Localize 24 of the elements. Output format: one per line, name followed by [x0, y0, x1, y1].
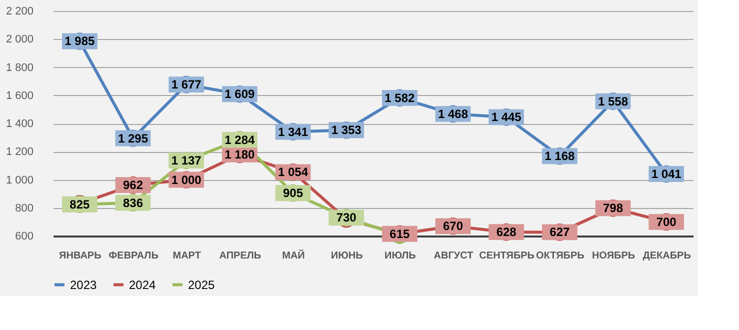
x-tick-label: ДЕКАБРЬ	[642, 250, 691, 262]
y-tick-label: 1 600	[6, 90, 34, 102]
x-tick-label: СЕНТЯБРЬ	[479, 250, 534, 262]
legend-label: 2023	[70, 278, 98, 292]
legend-label: 2024	[129, 278, 156, 292]
y-tick-label: 2 200	[6, 6, 34, 18]
x-tick-label: МАЙ	[282, 248, 305, 262]
y-tick-label: 800	[15, 202, 34, 214]
y-tick-label: 1 200	[6, 146, 34, 158]
y-tick-label: 1 000	[6, 174, 34, 186]
x-tick-label: НОЯБРЬ	[592, 250, 636, 262]
x-tick-label: МАРТ	[172, 250, 201, 262]
x-tick-label: АВГУСТ	[434, 250, 474, 262]
x-tick-label: ОКТЯБРЬ	[536, 250, 584, 262]
y-tick-label: 1 800	[6, 62, 34, 74]
y-tick-label: 2 000	[6, 34, 34, 46]
x-tick-label: АПРЕЛЬ	[219, 250, 262, 262]
x-tick-label: ЯНВАРЬ	[59, 250, 102, 262]
y-tick-label: 1 400	[6, 118, 34, 130]
y-tick-label: 600	[15, 230, 34, 242]
x-tick-label: ФЕВРАЛЬ	[108, 250, 158, 262]
x-tick-label: ИЮЛЬ	[384, 250, 416, 262]
legend-label: 2025	[188, 278, 216, 292]
x-tick-label: ИЮНЬ	[330, 250, 363, 262]
